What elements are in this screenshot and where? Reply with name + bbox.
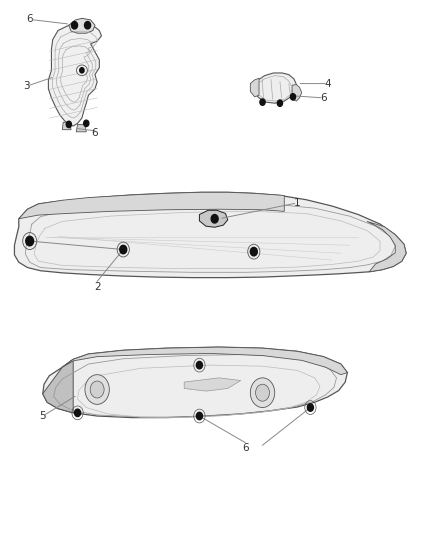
Polygon shape <box>184 378 241 391</box>
Polygon shape <box>48 23 102 126</box>
Text: 1: 1 <box>294 198 300 208</box>
Circle shape <box>196 361 202 369</box>
Text: 6: 6 <box>26 14 33 25</box>
Text: 3: 3 <box>23 81 30 91</box>
Circle shape <box>307 404 314 411</box>
Circle shape <box>71 21 78 29</box>
Text: 4: 4 <box>325 78 331 88</box>
Circle shape <box>277 100 283 107</box>
Polygon shape <box>252 73 297 103</box>
Text: 6: 6 <box>92 128 98 138</box>
Circle shape <box>196 413 202 419</box>
Circle shape <box>84 120 89 126</box>
Circle shape <box>211 215 218 223</box>
Polygon shape <box>292 85 302 101</box>
Polygon shape <box>19 192 284 219</box>
Polygon shape <box>76 124 86 132</box>
Text: 2: 2 <box>94 281 100 292</box>
Circle shape <box>120 245 127 254</box>
Circle shape <box>85 21 91 29</box>
Circle shape <box>90 381 104 398</box>
Polygon shape <box>43 347 347 418</box>
Circle shape <box>251 378 275 408</box>
Circle shape <box>26 236 34 246</box>
Polygon shape <box>199 211 228 227</box>
Text: 6: 6 <box>320 93 327 103</box>
Text: 6: 6 <box>242 443 248 453</box>
Text: 5: 5 <box>39 411 46 421</box>
Circle shape <box>85 375 110 405</box>
Circle shape <box>260 99 265 106</box>
Polygon shape <box>62 122 71 130</box>
Polygon shape <box>69 18 95 33</box>
Circle shape <box>251 247 257 256</box>
Circle shape <box>255 384 269 401</box>
Circle shape <box>66 121 71 127</box>
Polygon shape <box>251 78 259 97</box>
Circle shape <box>290 94 296 100</box>
Circle shape <box>80 68 84 73</box>
Polygon shape <box>14 192 406 278</box>
Circle shape <box>74 409 81 417</box>
Polygon shape <box>367 221 406 272</box>
Ellipse shape <box>77 65 87 76</box>
Polygon shape <box>43 359 73 413</box>
Polygon shape <box>62 347 347 375</box>
